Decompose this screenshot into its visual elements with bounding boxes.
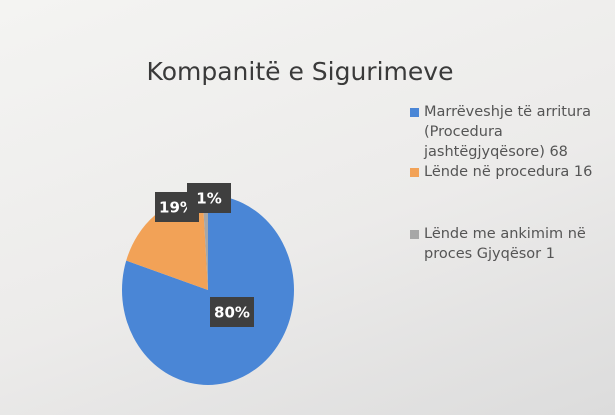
pie-slice <box>202 195 208 290</box>
legend: Marrëveshje të arritura (Procedura jasht… <box>408 102 608 264</box>
data-label-text: 1% <box>196 190 221 208</box>
legend-swatch <box>410 108 419 117</box>
legend-label: Lënde në procedura 16 <box>424 164 593 180</box>
data-label-box <box>210 297 254 327</box>
legend-label: Lënde me ankimim në proces Gjyqësor 1 <box>424 226 586 262</box>
data-label-text: 80% <box>214 304 250 322</box>
data-label: 1% <box>187 183 231 213</box>
data-label-text: 19% <box>159 199 195 217</box>
legend-swatch <box>410 168 419 177</box>
legend-swatch <box>410 230 419 239</box>
legend-label: Marrëveshje të arritura (Procedura jasht… <box>424 104 591 160</box>
legend-item: Lënde në procedura 16 <box>408 162 608 182</box>
data-label-box <box>187 183 231 213</box>
chart-title: Kompanitë e Sigurimeve <box>147 57 454 86</box>
legend-item: Lënde me ankimim në proces Gjyqësor 1 <box>408 224 608 264</box>
data-label: 80% <box>210 297 254 327</box>
legend-item: Marrëveshje të arritura (Procedura jasht… <box>408 102 608 162</box>
